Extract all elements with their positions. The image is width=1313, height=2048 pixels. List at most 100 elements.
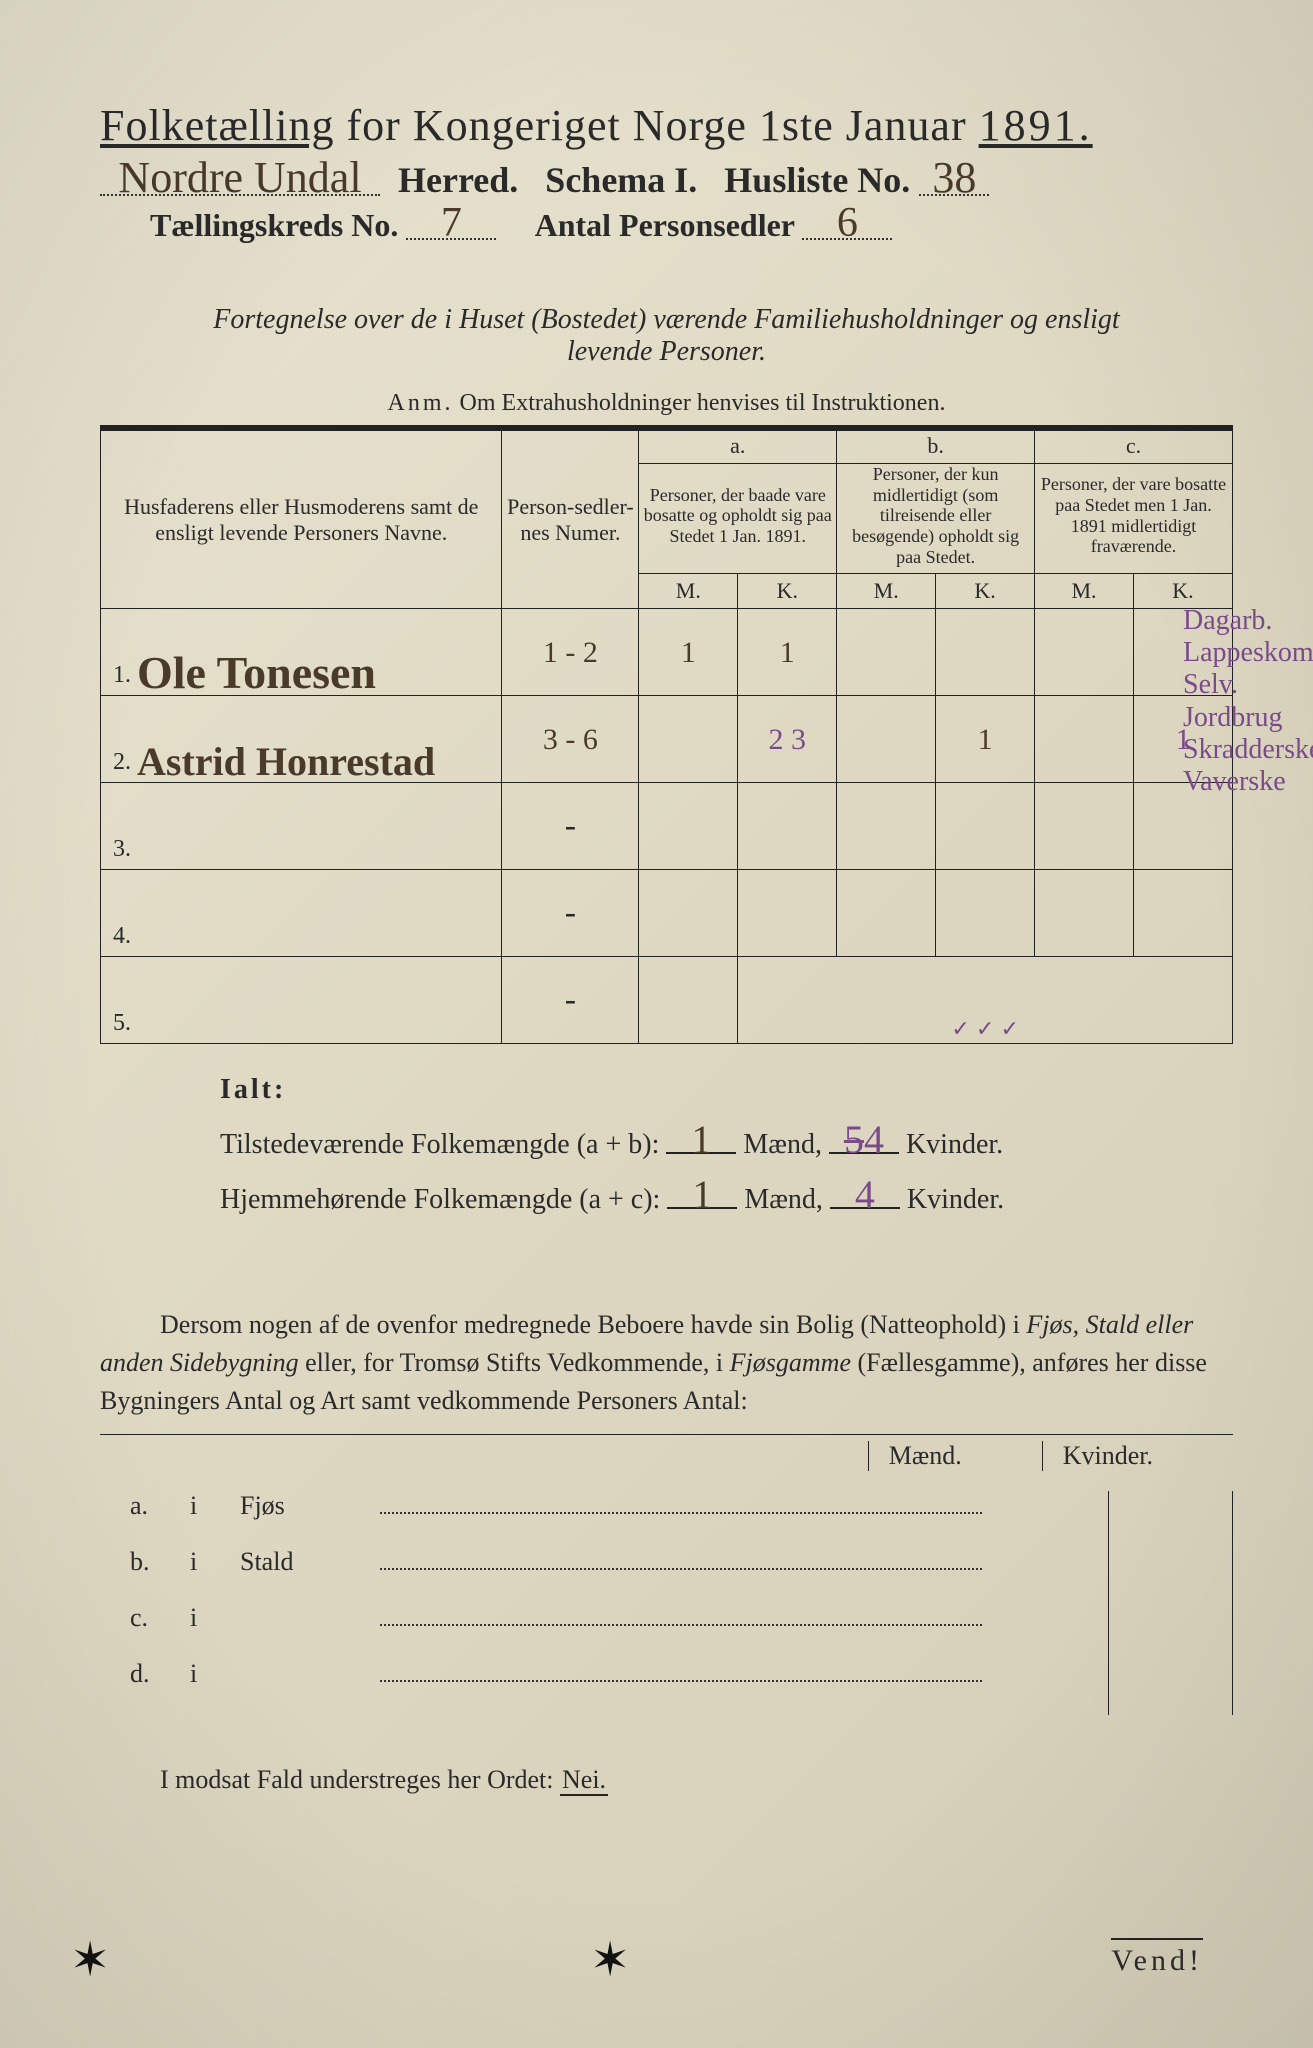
cell-ak: 1	[780, 636, 795, 669]
footer-line: I modsat Fald understreges her Ordet: Ne…	[100, 1765, 1233, 1795]
row-numer: 1 - 2	[543, 636, 598, 669]
row-index: 5.	[113, 1010, 131, 1036]
household-table: Husfaderens eller Husmoderens samt de en…	[100, 428, 1233, 1044]
sublist-letter: a.	[100, 1491, 190, 1521]
table-row: 2. Astrid Honrestad 3 - 6 2 3 1 1	[101, 696, 1233, 783]
sublist-row: b. i Stald	[100, 1547, 1233, 1603]
col-header-numer: Person-sedler-nes Numer.	[502, 430, 639, 609]
row-index: 2.	[113, 749, 131, 775]
anm-lead: Anm.	[388, 390, 454, 416]
col-a-k: K.	[738, 574, 837, 609]
cell-am: 1	[681, 636, 696, 669]
col-c-m: M.	[1035, 574, 1134, 609]
corner-mark-icon: ✶	[590, 1932, 630, 1988]
row-index: 4.	[113, 923, 131, 949]
antal-value: 6	[802, 209, 892, 240]
maend-label: Mænd,	[744, 1184, 823, 1215]
sublist-i: i	[190, 1547, 240, 1577]
husliste-value: 38	[919, 163, 989, 196]
kreds-label: Tællingskreds No.	[150, 207, 398, 243]
present-m: 1	[666, 1128, 736, 1154]
row-name: Ole Tonesen	[137, 655, 376, 692]
sublist-row: a. i Fjøs	[100, 1491, 1233, 1547]
maend-col: Mænd.	[868, 1441, 1002, 1471]
margin-note: Jordbrug	[1183, 702, 1303, 734]
mk-header-row: Mænd. Kvinder.	[100, 1434, 1233, 1471]
sublist-i: i	[190, 1659, 240, 1689]
kvinder-label: Kvinder.	[907, 1184, 1004, 1215]
subtitle-line-2: levende Personer.	[567, 336, 766, 367]
sublist-i: i	[190, 1603, 240, 1633]
sublist-label: Fjøs	[240, 1491, 380, 1521]
margin-note: Lappeskom	[1183, 637, 1303, 669]
herred-value: Nordre Undal	[100, 163, 380, 196]
col-c-letter: c.	[1035, 430, 1233, 464]
row-index: 1.	[113, 662, 131, 688]
col-a-m: M.	[639, 574, 738, 609]
title-year: 1891.	[979, 101, 1093, 150]
col-a-letter: a.	[639, 430, 837, 464]
schema-label: Schema I.	[545, 160, 697, 200]
table-row: 1. Ole Tonesen 1 - 2 1 1	[101, 609, 1233, 696]
dotted-line	[380, 1552, 982, 1570]
margin-note: Selv.	[1183, 669, 1303, 701]
sublist-i: i	[190, 1491, 240, 1521]
title-line-1: Folketælling for Kongeriget Norge 1ste J…	[100, 100, 1233, 151]
col-b-desc: Personer, der kun midlertidigt (som tilr…	[837, 464, 1035, 574]
header-line-3: Tællingskreds No. 7 Antal Personsedler 6	[150, 207, 1233, 244]
sublist-letter: d.	[100, 1659, 190, 1689]
subtitle: Fortegnelse over de i Huset (Bostedet) v…	[100, 304, 1233, 368]
margin-note: Skradderske	[1183, 734, 1303, 766]
subtitle-line-1: Fortegnelse over de i Huset (Bostedet) v…	[213, 304, 1119, 335]
col-b-letter: b.	[837, 430, 1035, 464]
margin-note: Vaverske	[1183, 766, 1303, 798]
dotted-line	[380, 1496, 982, 1514]
col-c-k: K.	[1133, 574, 1232, 609]
vend-label: Vend!	[1111, 1938, 1203, 1978]
sublist-row: c. i	[100, 1603, 1233, 1659]
table-row: 3. -	[101, 783, 1233, 870]
corner-mark-icon: ✶	[70, 1932, 110, 1988]
building-paragraph: Dersom nogen af de ovenfor medregnede Be…	[100, 1306, 1233, 1419]
col-b-m: M.	[837, 574, 936, 609]
kvinder-col: Kvinder.	[1042, 1441, 1193, 1471]
present-k: 54	[829, 1128, 899, 1154]
present-label: Tilstedeværende Folkemængde (a + b):	[220, 1129, 659, 1160]
margin-notes: Dagarb. Lappeskom Selv. Jordbrug Skradde…	[1183, 605, 1303, 798]
sublist-row: d. i	[100, 1659, 1233, 1715]
dotted-line	[380, 1664, 982, 1682]
sublist-letter: c.	[100, 1603, 190, 1633]
cell-bk: 1	[978, 723, 993, 756]
sublist-label: Stald	[240, 1547, 380, 1577]
ialt-heading: Ialt:	[220, 1074, 1233, 1106]
herred-label: Herred.	[398, 160, 518, 200]
ialt-line-present: Tilstedeværende Folkemængde (a + b): 1 M…	[220, 1128, 1233, 1161]
anm-line: Anm. Om Extrahusholdninger henvises til …	[100, 390, 1233, 428]
kvinder-label: Kvinder.	[906, 1129, 1003, 1160]
cell-ak: 2 3	[769, 723, 807, 756]
table-row: 5. - ✓ ✓ ✓	[101, 957, 1233, 1044]
building-sublist: a. i Fjøs b. i Stald c. i d. i	[100, 1491, 1233, 1715]
kreds-value: 7	[406, 209, 496, 240]
nei-word: Nei.	[560, 1765, 608, 1796]
dotted-line	[380, 1608, 982, 1626]
ialt-line-resident: Hjemmehørende Folkemængde (a + c): 1 Mæn…	[220, 1183, 1233, 1216]
resident-label: Hjemmehørende Folkemængde (a + c):	[220, 1184, 660, 1215]
row-name: Astrid Honrestad	[137, 746, 435, 778]
row-index: 3.	[113, 836, 131, 862]
title-word-folketaelling: Folketælling	[100, 101, 334, 150]
antal-label: Antal Personsedler	[535, 207, 795, 243]
title-mid: for Kongeriget Norge 1ste Januar	[334, 101, 978, 150]
resident-m: 1	[667, 1183, 737, 1209]
col-b-k: K.	[936, 574, 1035, 609]
header-line-2: Nordre Undal Herred. Schema I. Husliste …	[100, 159, 1233, 201]
anm-rest: Om Extrahusholdninger henvises til Instr…	[454, 390, 946, 416]
tick-marks: ✓ ✓ ✓	[738, 957, 1233, 1044]
row-numer: 3 - 6	[543, 723, 598, 756]
col-header-names: Husfaderens eller Husmoderens samt de en…	[101, 430, 502, 609]
margin-note: Dagarb.	[1183, 605, 1303, 637]
table-row: 4. -	[101, 870, 1233, 957]
maend-label: Mænd,	[743, 1129, 822, 1160]
col-a-desc: Personer, der baade vare bosatte og opho…	[639, 464, 837, 574]
husliste-label: Husliste No.	[724, 160, 910, 200]
